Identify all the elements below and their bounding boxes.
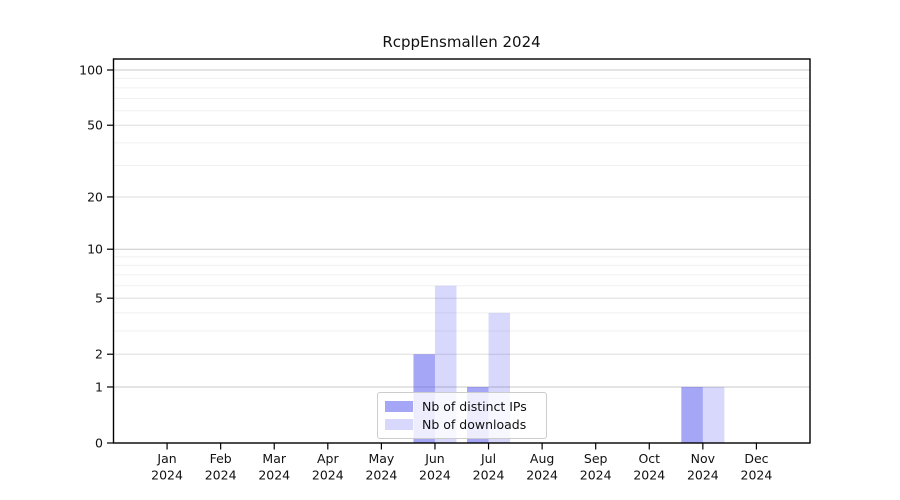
y-tick-label: 0 [95,436,103,451]
y-tick-label: 100 [79,63,103,78]
legend-label-downloads: Nb of downloads [422,417,527,432]
x-tick-label-month: Dec [744,451,768,466]
x-tick-label-month: Jan [156,451,176,466]
y-tick-label: 50 [87,118,103,133]
legend-label-distinct-ips: Nb of distinct IPs [422,399,527,414]
x-tick-label-year: 2024 [473,468,505,483]
y-tick-label: 5 [95,291,103,306]
legend-item-downloads: Nb of downloads [385,416,536,433]
legend-swatch-downloads [385,419,413,430]
x-tick-label-year: 2024 [365,468,397,483]
x-tick-label-year: 2024 [687,468,719,483]
x-tick-label-month: Oct [638,451,660,466]
legend: Nb of distinct IPs Nb of downloads [377,392,547,439]
x-tick-label-month: Sep [584,451,608,466]
bar-downloads-nov [702,386,725,443]
x-tick-label-year: 2024 [633,468,665,483]
x-tick-label-year: 2024 [258,468,290,483]
x-tick-label-month: Apr [317,451,339,466]
x-tick-label-month: Feb [210,451,232,466]
y-tick-label: 2 [95,347,103,362]
x-tick-label-year: 2024 [312,468,344,483]
plot-frame [112,58,811,444]
y-tick-label: 10 [87,242,103,257]
bar-distinct-ips-nov [681,386,703,443]
x-tick-label-year: 2024 [151,468,183,483]
y-tick-label: 1 [95,379,103,394]
x-tick-label-year: 2024 [580,468,612,483]
x-tick-label-year: 2024 [205,468,237,483]
x-tick-label-year: 2024 [526,468,558,483]
x-tick-label-year: 2024 [741,468,773,483]
x-tick-label-month: Nov [691,451,716,466]
chart-title: RcppEnsmallen 2024 [382,33,541,51]
x-tick-label-month: May [368,451,394,466]
x-tick-label-month: Jul [480,451,496,466]
y-tick-label: 20 [87,189,103,204]
x-tick-label-year: 2024 [419,468,451,483]
legend-swatch-distinct-ips [385,401,413,412]
x-tick-label-month: Mar [262,451,286,466]
legend-item-distinct-ips: Nb of distinct IPs [385,398,536,415]
x-tick-label-month: Jun [424,451,445,466]
x-tick-label-month: Aug [530,451,554,466]
